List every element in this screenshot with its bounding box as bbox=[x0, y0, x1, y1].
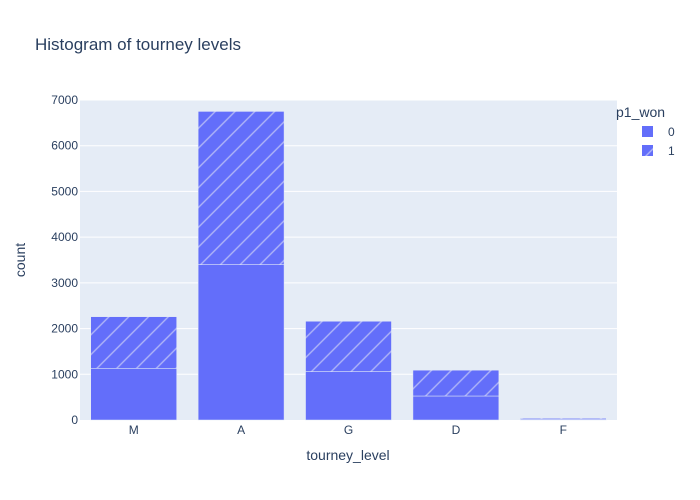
y-tick-label: 1000 bbox=[51, 367, 78, 381]
x-tick-label: M bbox=[129, 423, 139, 437]
y-tick-label: 7000 bbox=[51, 93, 78, 107]
y-tick-label: 3000 bbox=[51, 276, 78, 290]
legend-label-0[interactable]: 0 bbox=[668, 125, 675, 139]
y-tick-label: 4000 bbox=[51, 230, 78, 244]
y-tick-label: 0 bbox=[71, 413, 78, 427]
y-tick-label: 5000 bbox=[51, 184, 78, 198]
bar-D-series-1 bbox=[412, 369, 500, 397]
x-tick-label: D bbox=[452, 423, 461, 437]
bar-M-series-1 bbox=[90, 316, 177, 369]
legend: p1_won 0 1 bbox=[616, 104, 675, 158]
bar-A-series-0 bbox=[197, 264, 285, 421]
bar-M-series-0 bbox=[90, 368, 177, 421]
legend-swatch-1[interactable] bbox=[642, 145, 653, 156]
bar-G-series-0 bbox=[305, 371, 392, 421]
legend-label-1[interactable]: 1 bbox=[668, 144, 675, 158]
x-axis-title: tourney_level bbox=[306, 447, 389, 463]
legend-title: p1_won bbox=[616, 104, 665, 120]
y-axis-ticks: 0 1000 2000 3000 4000 5000 6000 7000 bbox=[51, 93, 78, 427]
bars bbox=[90, 111, 607, 421]
x-tick-label: A bbox=[237, 423, 245, 437]
bar-D-series-0 bbox=[412, 395, 500, 421]
x-tick-label: F bbox=[560, 423, 567, 437]
legend-swatch-0[interactable] bbox=[642, 126, 653, 137]
y-tick-label: 6000 bbox=[51, 139, 78, 153]
chart-title: Histogram of tourney levels bbox=[35, 35, 241, 54]
bar-F-series-1 bbox=[520, 417, 607, 420]
y-axis-title: count bbox=[12, 243, 28, 277]
bar-A-series-1 bbox=[197, 111, 285, 265]
y-tick-label: 2000 bbox=[51, 322, 78, 336]
bar-G-series-1 bbox=[305, 321, 392, 372]
x-tick-label: G bbox=[344, 423, 353, 437]
